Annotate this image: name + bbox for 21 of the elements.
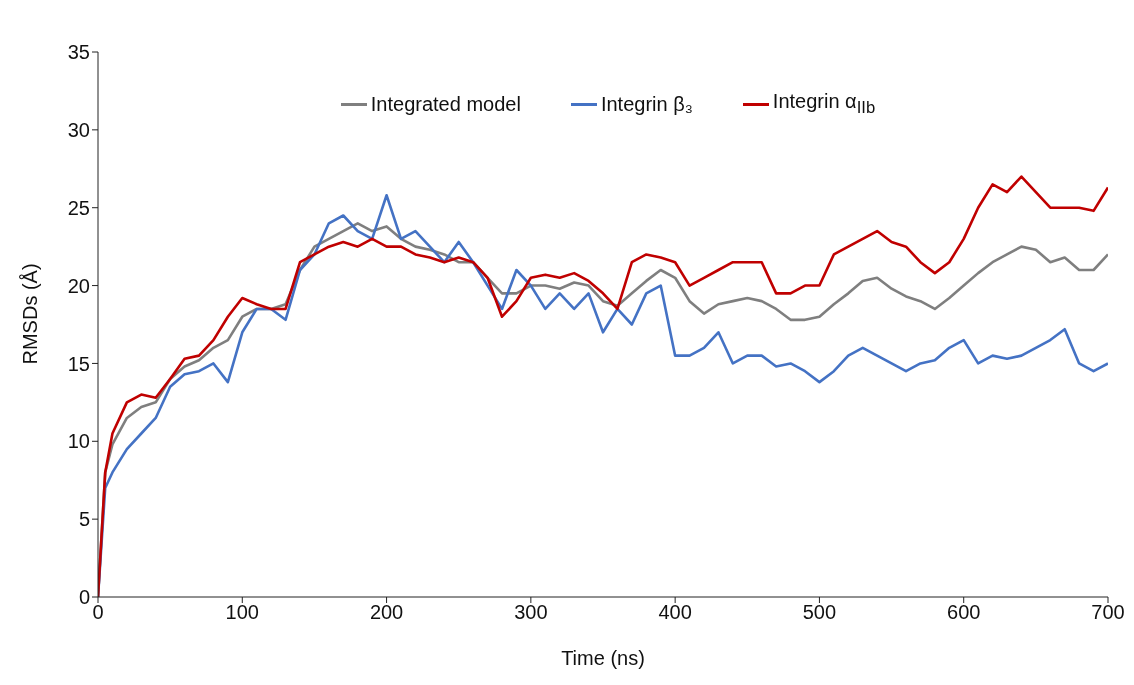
legend-label: Integrin α$_{IIb}$ xyxy=(772,90,876,118)
x-tick-label: 0 xyxy=(92,601,104,624)
x-tick-label: 500 xyxy=(802,601,837,624)
y-tick-label: 5 xyxy=(78,508,90,531)
y-tick-label: 10 xyxy=(67,430,90,453)
x-tick-label: 100 xyxy=(225,601,259,624)
y-tick-label: 20 xyxy=(67,274,90,297)
y-axis-title: RMSDs (Å) xyxy=(19,263,42,365)
y-tick-label: 15 xyxy=(67,352,90,375)
x-tick-label: 600 xyxy=(947,601,981,624)
y-tick-label: 0 xyxy=(78,586,90,609)
x-tick-label: 400 xyxy=(658,601,692,624)
x-tick-label: 300 xyxy=(514,601,548,624)
y-tick-label: 35 xyxy=(67,41,90,64)
x-tick-label: 200 xyxy=(369,601,404,624)
legend-label: Integrated model xyxy=(370,92,521,116)
x-axis-title: Time (ns) xyxy=(561,647,645,669)
y-tick-label: 25 xyxy=(67,196,90,219)
y-tick-label: 30 xyxy=(67,118,90,141)
legend-label: Integrin β₃ xyxy=(600,92,693,116)
x-tick-label: 700 xyxy=(1091,601,1125,624)
